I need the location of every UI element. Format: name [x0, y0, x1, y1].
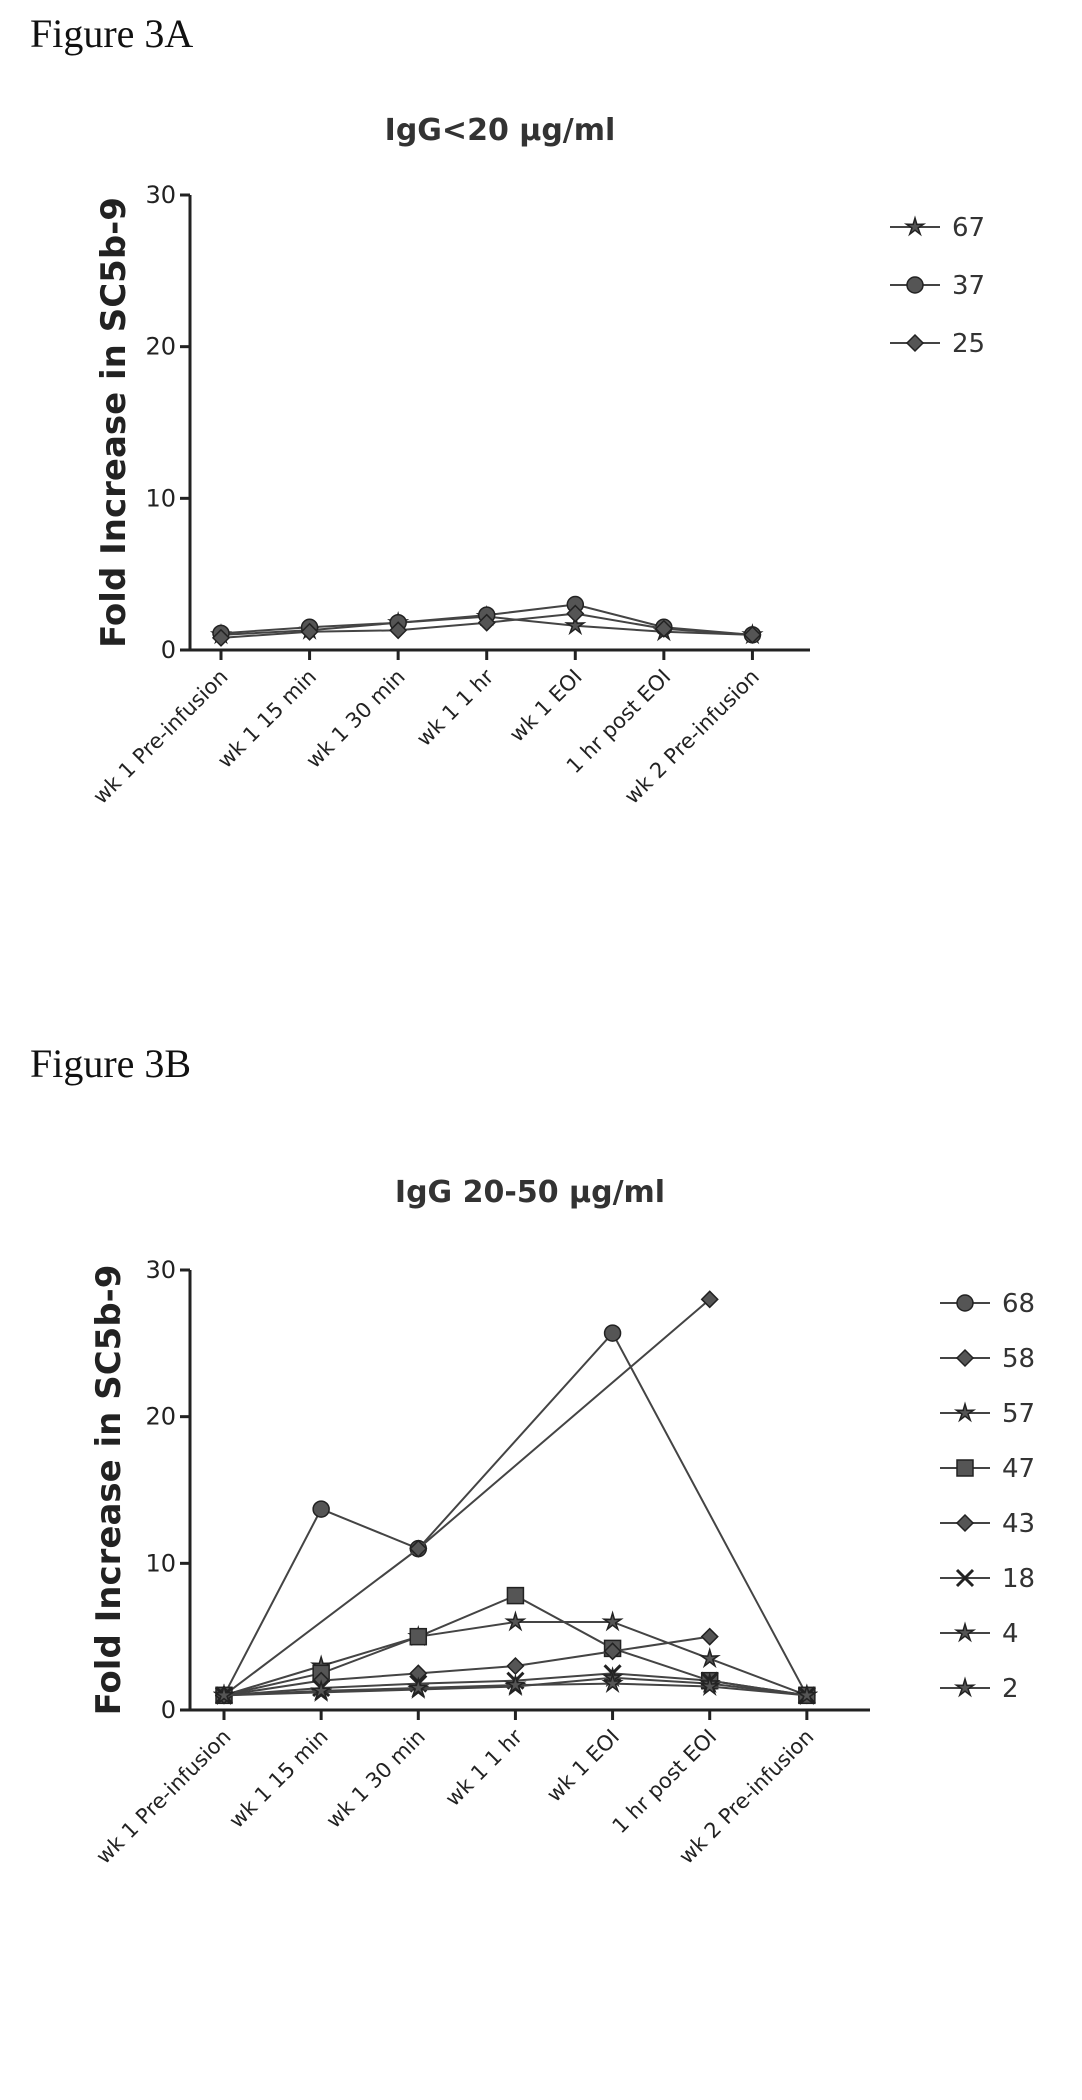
x-tick-label: wk 1 15 min — [224, 1725, 332, 1833]
legend-marker — [953, 1676, 977, 1698]
series-68 — [215, 1324, 816, 1705]
data-point — [300, 622, 319, 641]
data-point — [603, 1324, 622, 1342]
data-point — [409, 1539, 428, 1558]
legend-label: 57 — [1002, 1399, 1035, 1429]
legend-label: 2 — [1002, 1674, 1019, 1704]
data-point — [506, 1586, 525, 1605]
data-point — [601, 1671, 624, 1694]
data-point — [564, 614, 587, 636]
x-tick-label: wk 1 1 hr — [441, 1724, 528, 1811]
data-point — [310, 1679, 333, 1701]
data-point — [698, 1647, 721, 1669]
x-tick-label: wk 1 Pre-infusion — [91, 1725, 235, 1869]
x-tick-label: wk 1 30 min — [322, 1725, 430, 1833]
data-point — [654, 619, 673, 638]
legend-label: 47 — [1002, 1454, 1035, 1484]
chart-title: IgG<20 µg/ml — [385, 113, 616, 148]
legend-marker — [956, 1294, 974, 1312]
series-line — [223, 1635, 710, 1697]
legend-marker — [955, 1513, 975, 1533]
series-58 — [214, 1290, 719, 1705]
data-point — [743, 625, 762, 644]
data-point — [212, 1683, 236, 1705]
y-axis-label: Fold Increase in SC5b-9 — [94, 197, 134, 648]
legend-label: 68 — [1002, 1289, 1035, 1319]
data-point — [603, 1642, 622, 1661]
data-point — [211, 628, 231, 647]
data-point — [407, 1676, 430, 1698]
x-tick-label: wk 1 1 hr — [412, 664, 499, 751]
series-25 — [211, 604, 762, 647]
data-point — [312, 1500, 330, 1518]
series-line — [223, 1331, 808, 1696]
y-tick-label: 0 — [161, 636, 176, 664]
legend-label: 43 — [1002, 1509, 1035, 1539]
legend-marker — [905, 333, 925, 353]
series-line — [223, 1298, 711, 1697]
legend-marker — [953, 1401, 977, 1423]
data-point — [566, 604, 585, 623]
data-point — [389, 621, 408, 640]
figure-3a-label: Figure 3A — [30, 11, 194, 56]
data-point — [504, 1610, 527, 1632]
y-tick-label: 30 — [145, 181, 176, 209]
data-point — [601, 1610, 624, 1632]
data-point — [795, 1683, 818, 1705]
y-tick-label: 10 — [145, 484, 176, 512]
figure-3b-label: Figure 3B — [30, 1041, 192, 1086]
data-point — [504, 1673, 527, 1695]
legend-label: 25 — [952, 329, 985, 359]
legend-label: 58 — [1002, 1344, 1035, 1374]
chart-title: IgG 20-50 µg/ml — [395, 1175, 665, 1210]
y-tick-label: 0 — [161, 1696, 176, 1724]
chart-3b: IgG 20-50 µg/ml Fold Increase in SC5b-9 0 1… — [89, 1175, 1035, 1869]
series-2 — [212, 1671, 818, 1705]
legend-marker — [953, 1621, 977, 1643]
legend-label: 37 — [952, 271, 985, 301]
legend-label: 18 — [1002, 1564, 1035, 1594]
chart-3a: IgG<20 µg/ml Fold Increase in SC5b-9 0 10 20… — [88, 113, 985, 809]
y-tick-label: 10 — [145, 1549, 176, 1577]
legend-marker — [955, 1568, 975, 1588]
legend-label: 4 — [1002, 1619, 1019, 1649]
legend-marker — [906, 276, 924, 294]
data-point — [698, 1674, 721, 1696]
legend-marker — [955, 1348, 975, 1368]
data-point — [409, 1627, 428, 1646]
y-tick-label: 20 — [145, 1403, 176, 1431]
data-point — [477, 613, 496, 632]
x-tick-label: wk 1 Pre-infusion — [88, 665, 232, 809]
x-tick-label: wk 1 EOI — [505, 665, 587, 747]
data-point — [700, 1627, 719, 1646]
legend-marker — [956, 1459, 974, 1477]
x-tick-label: wk 1 EOI — [542, 1725, 624, 1807]
y-axis-label: Fold Increase in SC5b-9 — [89, 1265, 129, 1716]
y-tick-label: 30 — [145, 1256, 176, 1284]
y-tick-label: 20 — [145, 333, 176, 361]
data-point — [506, 1656, 525, 1676]
legend-label: 67 — [952, 213, 985, 243]
data-point — [700, 1290, 719, 1309]
legend-marker — [903, 215, 927, 237]
